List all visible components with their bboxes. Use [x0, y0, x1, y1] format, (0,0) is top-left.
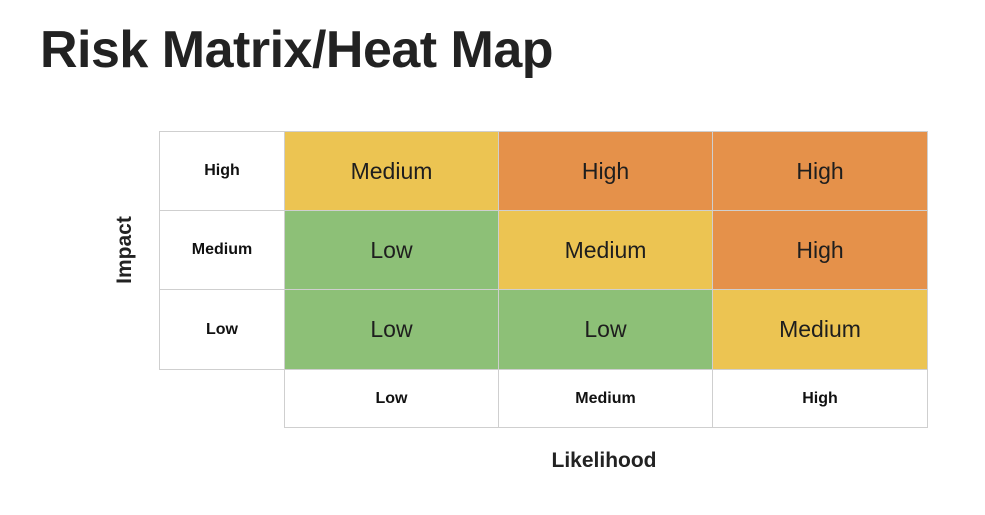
matrix-cell-low-impact-high-likelihood: Medium: [712, 289, 928, 370]
likelihood-label-high: High: [712, 369, 928, 428]
matrix-cell-medium-impact-medium-likelihood: Medium: [498, 210, 713, 290]
matrix-cell-medium-impact-low-likelihood: Low: [284, 210, 499, 290]
matrix-cell-low-impact-low-likelihood: Low: [284, 289, 499, 370]
impact-axis-label: Impact: [113, 216, 136, 284]
matrix-cell-medium-impact-high-likelihood: High: [712, 210, 928, 290]
impact-label-medium: Medium: [159, 210, 285, 290]
matrix-cell-high-impact-medium-likelihood: High: [498, 131, 713, 211]
page-title: Risk Matrix/Heat Map: [40, 21, 554, 79]
likelihood-label-low: Low: [284, 369, 499, 428]
impact-label-high: High: [159, 131, 285, 211]
matrix-cell-high-impact-low-likelihood: Medium: [284, 131, 499, 211]
likelihood-label-medium: Medium: [498, 369, 713, 428]
likelihood-axis-label: Likelihood: [551, 449, 657, 472]
matrix-cell-low-impact-medium-likelihood: Low: [498, 289, 713, 370]
impact-label-low: Low: [159, 289, 285, 370]
matrix-cell-high-impact-high-likelihood: High: [712, 131, 928, 211]
